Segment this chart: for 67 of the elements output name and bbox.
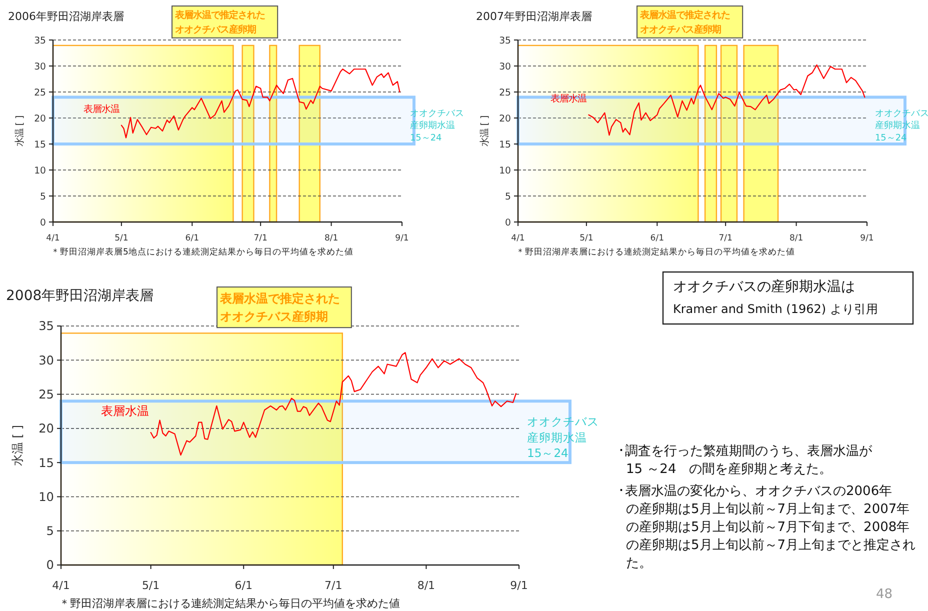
line-series (120, 68, 400, 138)
band-label: 表層水温で推定されたオオクチバス産卵期 (639, 10, 730, 36)
x-tick-label: 8/1 (417, 579, 436, 592)
y-tick-label: 35 (34, 35, 46, 46)
band-label: 表層水温で推定されたオオクチバス産卵期 (174, 10, 265, 36)
y-tick-label: 20 (34, 113, 46, 124)
x-tick-label: 7/1 (324, 579, 342, 592)
x-tick-label: 4/1 (511, 234, 525, 244)
band-label: オオクチバス産卵期水温15～24 (875, 108, 928, 144)
y-tick-label: 20 (499, 113, 512, 124)
band-label: 表層水温で推定されたオオクチバス産卵期 (219, 291, 340, 324)
y-tick-label: 35 (499, 35, 512, 46)
y-tick-label: 5 (46, 524, 54, 538)
x-tick-label: 4/1 (46, 234, 60, 244)
series-label: 表層水温 (550, 93, 587, 104)
y-tick-label: 15 (499, 139, 512, 150)
series-label: 表層水温 (83, 104, 120, 115)
text: ＊野田沼湖岸表層における連続測定結果から毎日の平均値を求めた値 (516, 246, 795, 258)
x-tick-label: 6/1 (234, 579, 252, 592)
text: オオクチバスの産卵期水温は Kramer and Smith (1962) より引用 (673, 279, 878, 316)
x-tick-label: 5/1 (580, 234, 594, 244)
x-tick-label: 5/1 (142, 579, 160, 592)
y-tick-label: 15 (38, 456, 54, 470)
x-tick-label: 6/1 (185, 234, 199, 244)
y-tick-label: 10 (34, 165, 46, 176)
x-tick-label: 4/1 (52, 579, 70, 592)
band-label: オオクチバス産卵期水温15～24 (410, 108, 464, 144)
x-tick-label: 9/1 (395, 234, 409, 244)
x-tick-label: 9/1 (860, 234, 874, 244)
line-series (150, 352, 517, 456)
text: 48 (876, 587, 893, 602)
y-tick-label: 35 (38, 319, 54, 334)
y-tick-label: 25 (38, 388, 54, 402)
x-tick-label: 7/1 (254, 234, 268, 244)
chart-title: 2006年野田沼湖岸表層 (8, 10, 124, 23)
chart-title: 2008年野田沼湖岸表層 (6, 288, 154, 304)
y-tick-label: 10 (38, 490, 54, 504)
chart-title: 2007年野田沼湖岸表層 (476, 10, 592, 23)
series-label: 表層水温 (100, 404, 149, 418)
x-tick-label: 5/1 (114, 234, 128, 244)
y-axis-title: 水温 [ ] (10, 424, 24, 466)
y-tick-label: 25 (34, 87, 46, 98)
text: ･表層水温の変化から、オオクチバスの2006年の産卵期は5月上旬以前～7月上旬まで、2007年の産卵期は5月上旬以前～7月下旬まで、2008年の産卵期は5月上旬以前～7月上旬までと推定された。 (618, 483, 916, 571)
x-tick-label: 7/1 (718, 234, 732, 244)
y-tick-label: 30 (499, 61, 512, 72)
y-tick-label: 0 (505, 217, 512, 228)
y-tick-label: 5 (40, 191, 46, 202)
text: ＊野田沼湖岸表層における連続測定結果から毎日の平均値を求めた値 (59, 596, 400, 610)
x-tick-label: 9/1 (510, 579, 528, 592)
y-tick-label: 0 (40, 217, 46, 228)
x-tick-label: 6/1 (650, 234, 664, 244)
y-tick-label: 30 (34, 61, 46, 72)
y-tick-label: 20 (38, 422, 54, 436)
y-tick-label: 25 (499, 87, 512, 98)
y-tick-label: 10 (499, 165, 512, 176)
band-label: オオクチバス産卵期水温15～24 (527, 414, 599, 460)
y-tick-label: 0 (46, 558, 54, 572)
x-tick-label: 8/1 (324, 234, 338, 244)
text: ･調査を行った繁殖期間のうち、表層水温が15 ～24 の間を産卵期と考えた。 (618, 444, 873, 477)
y-axis-title: 水温 [ ] (479, 115, 490, 147)
y-tick-label: 5 (505, 191, 512, 202)
y-tick-label: 30 (38, 353, 54, 368)
y-tick-label: 15 (34, 139, 46, 150)
text: ＊野田沼湖岸表層5地点における連続測定結果から毎日の平均値を求めた値 (51, 246, 354, 258)
line-series (588, 64, 866, 136)
y-axis-title: 水温 [ ] (14, 115, 26, 147)
x-tick-label: 8/1 (789, 234, 804, 244)
